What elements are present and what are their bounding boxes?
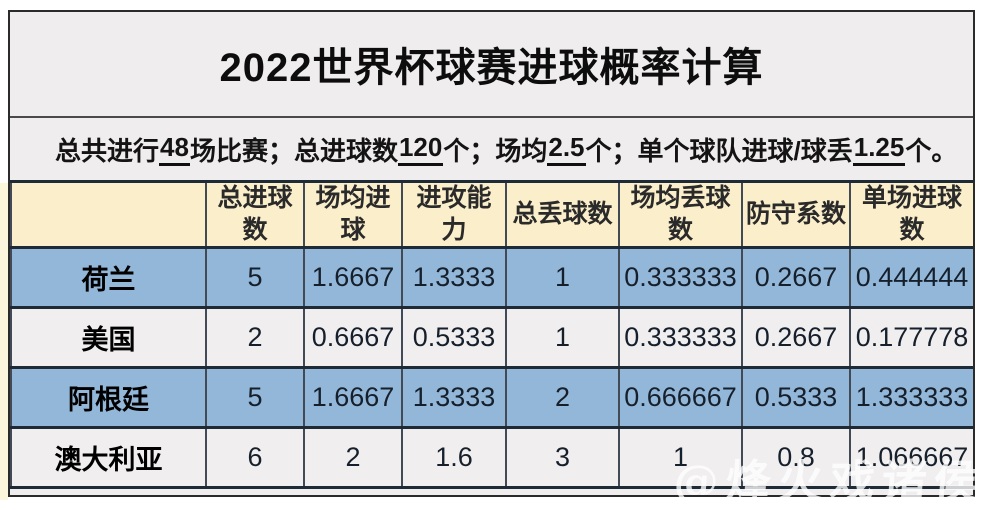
header-cell-goals-per-game: 单场进球数 [849,180,973,249]
stats-panel: 2022世界杯球赛进球概率计算 总共进行 48 场比赛；总进球数 120 个；场均 2.5… [8,10,975,497]
value-cell: 0.6667 [303,306,403,369]
table-row-usa: 美国 2 0.6667 0.5333 1 0.333333 0.2667 0.1… [10,306,973,369]
value-cell: 1.3333 [401,366,507,429]
value-cell: 1.6 [401,426,507,489]
value-cell: 1 [505,246,620,309]
header-cell-defense: 防守系数 [741,180,851,249]
header-cell-conceded-per-match: 场均丢球数 [618,180,743,249]
value-cell: 1.6667 [303,366,403,429]
value-cell: 1.066667 [849,426,973,489]
value-cell: 0.177778 [849,306,973,369]
summary-text: 个；场均 [443,135,548,166]
value-cell: 1.333333 [849,366,973,429]
summary-line: 总共进行 48 场比赛；总进球数 120 个；场均 2.5 个；单个球队进球/球丢 1.25 个… [10,118,973,180]
header-cell-goals-per-match: 场均进球 [303,180,403,249]
value-cell: 2 [205,306,305,369]
value-cell: 0.5333 [401,306,507,369]
summary-text: 总共进行 [55,135,160,166]
value-cell: 0.333333 [618,246,743,309]
table-row-netherlands: 荷兰 5 1.6667 1.3333 1 0.333333 0.2667 0.4… [10,246,973,309]
title-bar: 2022世界杯球赛进球概率计算 [10,12,973,118]
value-cell: 2 [303,426,403,489]
summary-text: 个；单个球队进球/球丢 [585,135,853,166]
summary-text: 个。 [905,135,958,166]
header-cell-team [10,180,207,249]
value-cell: 1 [505,306,620,369]
page-title: 2022世界杯球赛进球概率计算 [219,46,764,90]
value-cell: 2 [505,366,620,429]
value-cell: 0.8 [741,426,851,489]
value-cell: 1 [618,426,743,489]
table-row-australia: 澳大利亚 6 2 1.6 3 1 0.8 1.066667 [10,426,973,489]
value-cell: 3 [505,426,620,489]
table-row-argentina: 阿根廷 5 1.6667 1.3333 2 0.666667 0.5333 1.… [10,366,973,429]
summary-number-per-team: 1.25 [852,132,906,166]
page-background-strip [0,183,8,500]
value-cell: 1.3333 [401,246,507,309]
value-cell: 0.444444 [849,246,973,309]
summary-text: 场比赛；总进球数 [189,135,398,166]
header-cell-total-goals: 总进球数 [205,180,305,249]
summary-number-goals: 120 [397,132,444,166]
team-cell: 澳大利亚 [10,426,207,489]
value-cell: 5 [205,366,305,429]
value-cell: 6 [205,426,305,489]
team-cell: 阿根廷 [10,366,207,429]
value-cell: 0.5333 [741,366,851,429]
header-cell-attack: 进攻能力 [401,180,507,249]
value-cell: 1.6667 [303,246,403,309]
value-cell: 5 [205,246,305,309]
value-cell: 0.2667 [741,246,851,309]
header-cell-total-conceded: 总丢球数 [505,180,620,249]
team-cell: 荷兰 [10,246,207,309]
header-row: 总进球数 场均进球 进攻能力 总丢球数 场均丢球数 防守系数 单场进球数 [10,180,973,249]
stats-table: 总进球数 场均进球 进攻能力 总丢球数 场均丢球数 防守系数 单场进球数 荷兰 … [10,180,973,489]
summary-number-avg: 2.5 [547,132,586,166]
value-cell: 0.2667 [741,306,851,369]
summary-number-matches: 48 [159,132,190,166]
value-cell: 0.666667 [618,366,743,429]
value-cell: 0.333333 [618,306,743,369]
team-cell: 美国 [10,306,207,369]
